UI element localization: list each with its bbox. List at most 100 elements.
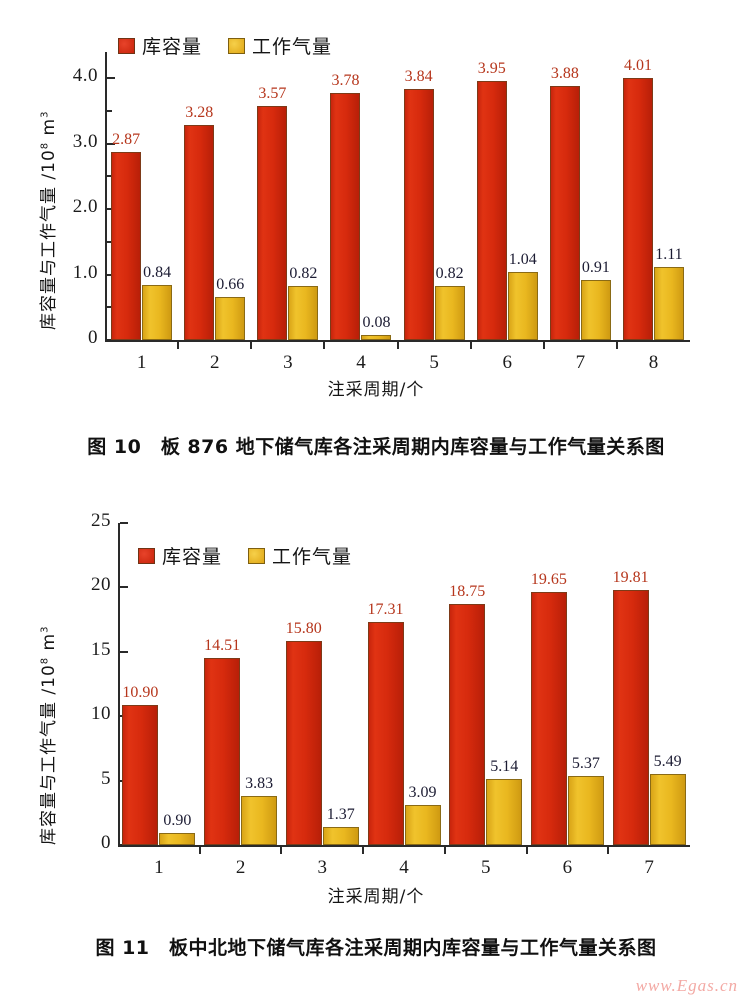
- x-axis-tick: [198, 847, 201, 854]
- bar-working-gas: [215, 296, 246, 340]
- y-axis-tick-label: 2.0: [72, 196, 98, 218]
- x-axis-tick-label: 5: [480, 857, 491, 878]
- bar-capacity: [122, 704, 159, 845]
- chart-legend-10: 库容量 工作气量: [118, 32, 332, 59]
- y-axis-title-10: 库容量与工作气量 /108 m3: [34, 111, 59, 330]
- y-axis-tick-label: 10: [91, 703, 111, 725]
- y-axis-tick-label: 3.0: [72, 130, 98, 152]
- x-axis-tick: [607, 847, 610, 854]
- y-axis-title-unit: m: [39, 632, 59, 657]
- bar-value-label-capacity: 3.88: [550, 65, 579, 83]
- y-axis-minor-tick: [107, 175, 112, 178]
- y-axis-title-11: 库容量与工作气量 /108 m3: [34, 626, 59, 845]
- y-axis-tick-label: 0: [101, 832, 111, 853]
- figure-10: 0 1.0 2.0 3.0 4.0 2.87 0.84 1 3.28 0.66 2 3.57 0.82 3…: [0, 0, 752, 470]
- chart-plot-area-10: 0 1.0 2.0 3.0 4.0 2.87 0.84 1 3.28 0.66 2 3.57 0.82 3…: [0, 0, 752, 400]
- site-watermark: www.Egas.cn: [635, 976, 738, 995]
- y-axis-title-text: 库容量与工作气量 /10: [39, 664, 59, 845]
- y-axis-tick: [120, 522, 128, 524]
- bar-capacity: [530, 591, 567, 845]
- chart-legend-11: 库容量 工作气量: [138, 542, 352, 569]
- x-axis-tick: [362, 847, 365, 854]
- bar-value-label-capacity: 18.75: [449, 582, 486, 600]
- x-axis-tick: [443, 847, 446, 854]
- bar-capacity: [204, 658, 241, 845]
- x-axis-tick: [177, 342, 180, 349]
- bar-capacity: [285, 641, 322, 845]
- bar-value-label-working-gas: 5.37: [571, 754, 600, 772]
- bar-value-label-capacity: 3.28: [185, 104, 214, 122]
- bar-value-label-capacity: 14.51: [204, 637, 241, 655]
- y-axis-tick: [107, 339, 115, 341]
- legend-item: 库容量: [118, 32, 202, 59]
- bar-working-gas: [241, 795, 278, 845]
- y-axis-tick-label: 0: [88, 327, 98, 348]
- x-axis-title-10: 注采周期/个: [327, 380, 425, 400]
- y-axis-minor-tick: [107, 240, 112, 243]
- bar-value-label-working-gas: 0.91: [581, 259, 610, 277]
- bar-value-label-capacity: 4.01: [623, 56, 652, 74]
- x-axis-tick: [469, 342, 472, 349]
- x-axis-tick-label: 4: [399, 857, 409, 878]
- figure-caption-10: 图 10 板 876 地下储气库各注采周期内库容量与工作气量关系图: [87, 436, 665, 458]
- legend-swatch-working-gas-icon: [248, 547, 266, 564]
- x-axis-tick: [323, 342, 326, 349]
- bar-value-label-working-gas: 5.49: [653, 753, 682, 771]
- legend-label: 工作气量: [272, 546, 353, 568]
- legend-item: 工作气量: [248, 542, 352, 569]
- bar-capacity: [476, 81, 507, 340]
- y-axis-tick: [120, 586, 128, 589]
- bar-value-label-working-gas: 0.82: [289, 265, 318, 283]
- bar-value-label-working-gas: 1.11: [655, 246, 683, 264]
- legend-swatch-capacity-icon: [138, 547, 155, 564]
- x-axis-tick-label: 4: [356, 352, 366, 373]
- bar-working-gas: [580, 280, 611, 340]
- y-axis-tick: [107, 142, 115, 145]
- bar-capacity: [403, 88, 434, 340]
- x-axis-tick-label: 2: [235, 857, 246, 878]
- x-axis-tick: [525, 847, 528, 854]
- y-axis-tick-label: 15: [91, 638, 111, 660]
- bar-working-gas: [322, 827, 359, 845]
- bar-capacity: [612, 589, 649, 845]
- y-axis-tick-label: 5: [101, 767, 111, 789]
- bar-value-label-capacity: 3.84: [404, 67, 433, 85]
- x-axis-tick: [542, 342, 545, 349]
- legend-swatch-capacity-icon: [118, 37, 135, 54]
- y-axis-line: [105, 52, 107, 342]
- y-axis-minor-tick: [107, 109, 112, 112]
- bar-capacity: [622, 77, 653, 340]
- x-axis-tick-label: 3: [317, 857, 328, 878]
- x-axis-tick-label: 1: [154, 857, 164, 878]
- legend-item: 库容量: [138, 542, 222, 569]
- bar-working-gas: [567, 775, 604, 845]
- bar-working-gas: [361, 334, 392, 340]
- x-axis-tick: [250, 342, 253, 349]
- x-axis-tick-label: 6: [502, 352, 512, 373]
- y-axis-tick: [107, 273, 115, 276]
- x-axis-tick-label: 5: [429, 352, 439, 373]
- x-axis-tick-label: 1: [136, 352, 147, 373]
- y-axis-tick-label: 20: [91, 574, 111, 596]
- bar-value-label-working-gas: 1.04: [508, 250, 537, 268]
- legend-label: 库容量: [162, 546, 223, 568]
- bar-value-label-capacity: 17.31: [367, 601, 404, 619]
- bar-capacity: [449, 603, 486, 845]
- x-axis-tick: [615, 342, 618, 349]
- legend-label: 工作气量: [252, 36, 333, 58]
- bar-capacity: [549, 86, 580, 340]
- bar-value-label-working-gas: 3.83: [245, 774, 274, 792]
- x-axis-tick-label: 6: [562, 857, 573, 878]
- bar-working-gas: [507, 271, 538, 340]
- x-axis-title-11: 注采周期/个: [327, 887, 425, 907]
- y-axis-tick-label: 4.0: [72, 65, 98, 87]
- y-axis-tick-label: 25: [91, 510, 111, 531]
- y-axis-tick: [120, 844, 128, 846]
- chart-plot-area-11: 0 5 10 15 20 25 10.90 0.90 1 14.51 3.83 2 15.80 1.37 3…: [0, 500, 752, 900]
- y-axis-tick: [120, 650, 128, 653]
- bar-working-gas: [142, 285, 173, 340]
- bar-value-label-capacity: 19.65: [530, 570, 567, 588]
- bar-value-label-working-gas: 0.82: [435, 265, 464, 283]
- bar-value-label-working-gas: 5.14: [490, 757, 519, 775]
